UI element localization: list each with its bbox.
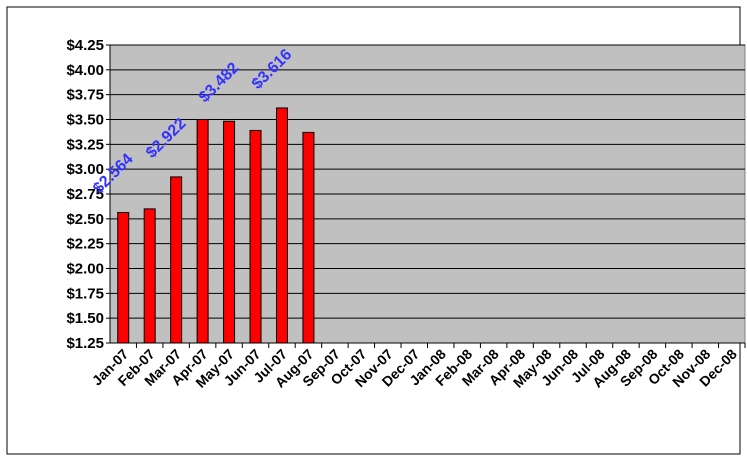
- y-tick-label: $4.25: [66, 37, 104, 54]
- bar: [223, 120, 236, 344]
- y-tick-label: $2.25: [66, 236, 104, 253]
- y-tick-label: $2.50: [66, 211, 104, 228]
- y-tick-label: $1.25: [66, 335, 104, 352]
- y-tick-label: $2.75: [66, 186, 104, 203]
- y-tick-label: $3.50: [66, 112, 104, 129]
- bar: [196, 119, 209, 344]
- bar: [249, 129, 262, 344]
- bar: [170, 176, 183, 344]
- y-tick-label: $2.00: [66, 261, 104, 278]
- y-tick-label: $3.00: [66, 161, 104, 178]
- bar: [275, 107, 288, 344]
- y-tick-label: $3.75: [66, 87, 104, 104]
- y-tick-label: $3.25: [66, 136, 104, 153]
- y-tick-label: $1.50: [66, 310, 104, 327]
- y-tick-label: $4.00: [66, 62, 104, 79]
- bar: [143, 208, 156, 344]
- bar: [302, 131, 315, 344]
- bar: [117, 211, 130, 344]
- y-tick-label: $1.75: [66, 285, 104, 302]
